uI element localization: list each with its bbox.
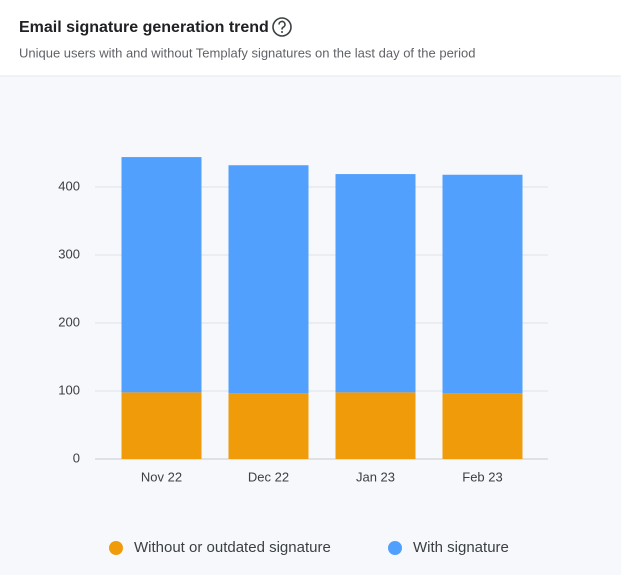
x-tick-label: Dec 22 <box>248 469 289 484</box>
bar-segment <box>335 392 416 459</box>
bar-segment <box>335 174 416 393</box>
legend-label: Without or outdated signature <box>134 539 331 556</box>
y-tick-label: 400 <box>58 178 80 193</box>
bar-segment <box>442 174 523 394</box>
legend-swatch <box>388 541 402 555</box>
x-tick-label: Feb 23 <box>462 469 502 484</box>
chart-subtitle: Unique users with and without Templafy s… <box>19 45 475 60</box>
help-icon-glyph <box>278 20 286 30</box>
legend-label: With signature <box>413 539 509 556</box>
y-tick-label: 300 <box>58 246 80 261</box>
x-tick-label: Nov 22 <box>141 469 182 484</box>
bar-segment <box>228 393 309 459</box>
help-icon-circle <box>272 17 292 37</box>
bar-segment <box>442 393 523 459</box>
chart-title: Email signature generation trend <box>19 19 269 36</box>
bar-segment <box>121 392 202 459</box>
y-tick-label: 200 <box>58 314 80 329</box>
header-background <box>0 0 621 76</box>
help-icon[interactable] <box>272 17 292 37</box>
y-tick-label: 100 <box>58 382 80 397</box>
help-icon-dot <box>281 31 283 33</box>
y-tick-label: 0 <box>73 450 80 465</box>
legend-swatch <box>109 541 123 555</box>
bar-segment <box>121 157 202 393</box>
bar-segment <box>228 165 309 394</box>
chart-background <box>0 76 621 575</box>
x-tick-label: Jan 23 <box>356 469 395 484</box>
